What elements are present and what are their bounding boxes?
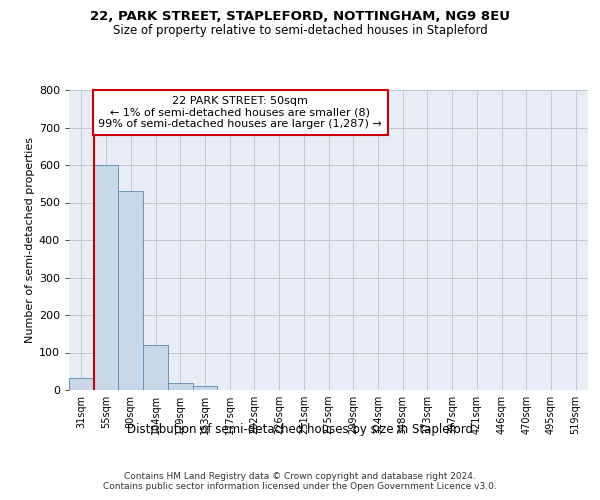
Bar bbox=[69, 378, 94, 390]
Y-axis label: Number of semi-detached properties: Number of semi-detached properties bbox=[25, 137, 35, 343]
Bar bbox=[168, 382, 193, 390]
Bar bbox=[193, 386, 217, 390]
Bar bbox=[143, 345, 168, 390]
Bar bbox=[94, 165, 118, 390]
Text: Size of property relative to semi-detached houses in Stapleford: Size of property relative to semi-detach… bbox=[113, 24, 487, 37]
Text: Contains public sector information licensed under the Open Government Licence v3: Contains public sector information licen… bbox=[103, 482, 497, 491]
Text: 22 PARK STREET: 50sqm
← 1% of semi-detached houses are smaller (8)
99% of semi-d: 22 PARK STREET: 50sqm ← 1% of semi-detac… bbox=[98, 96, 382, 129]
Text: Distribution of semi-detached houses by size in Stapleford: Distribution of semi-detached houses by … bbox=[127, 422, 473, 436]
Text: 22, PARK STREET, STAPLEFORD, NOTTINGHAM, NG9 8EU: 22, PARK STREET, STAPLEFORD, NOTTINGHAM,… bbox=[90, 10, 510, 23]
Text: Contains HM Land Registry data © Crown copyright and database right 2024.: Contains HM Land Registry data © Crown c… bbox=[124, 472, 476, 481]
Bar bbox=[118, 191, 143, 390]
